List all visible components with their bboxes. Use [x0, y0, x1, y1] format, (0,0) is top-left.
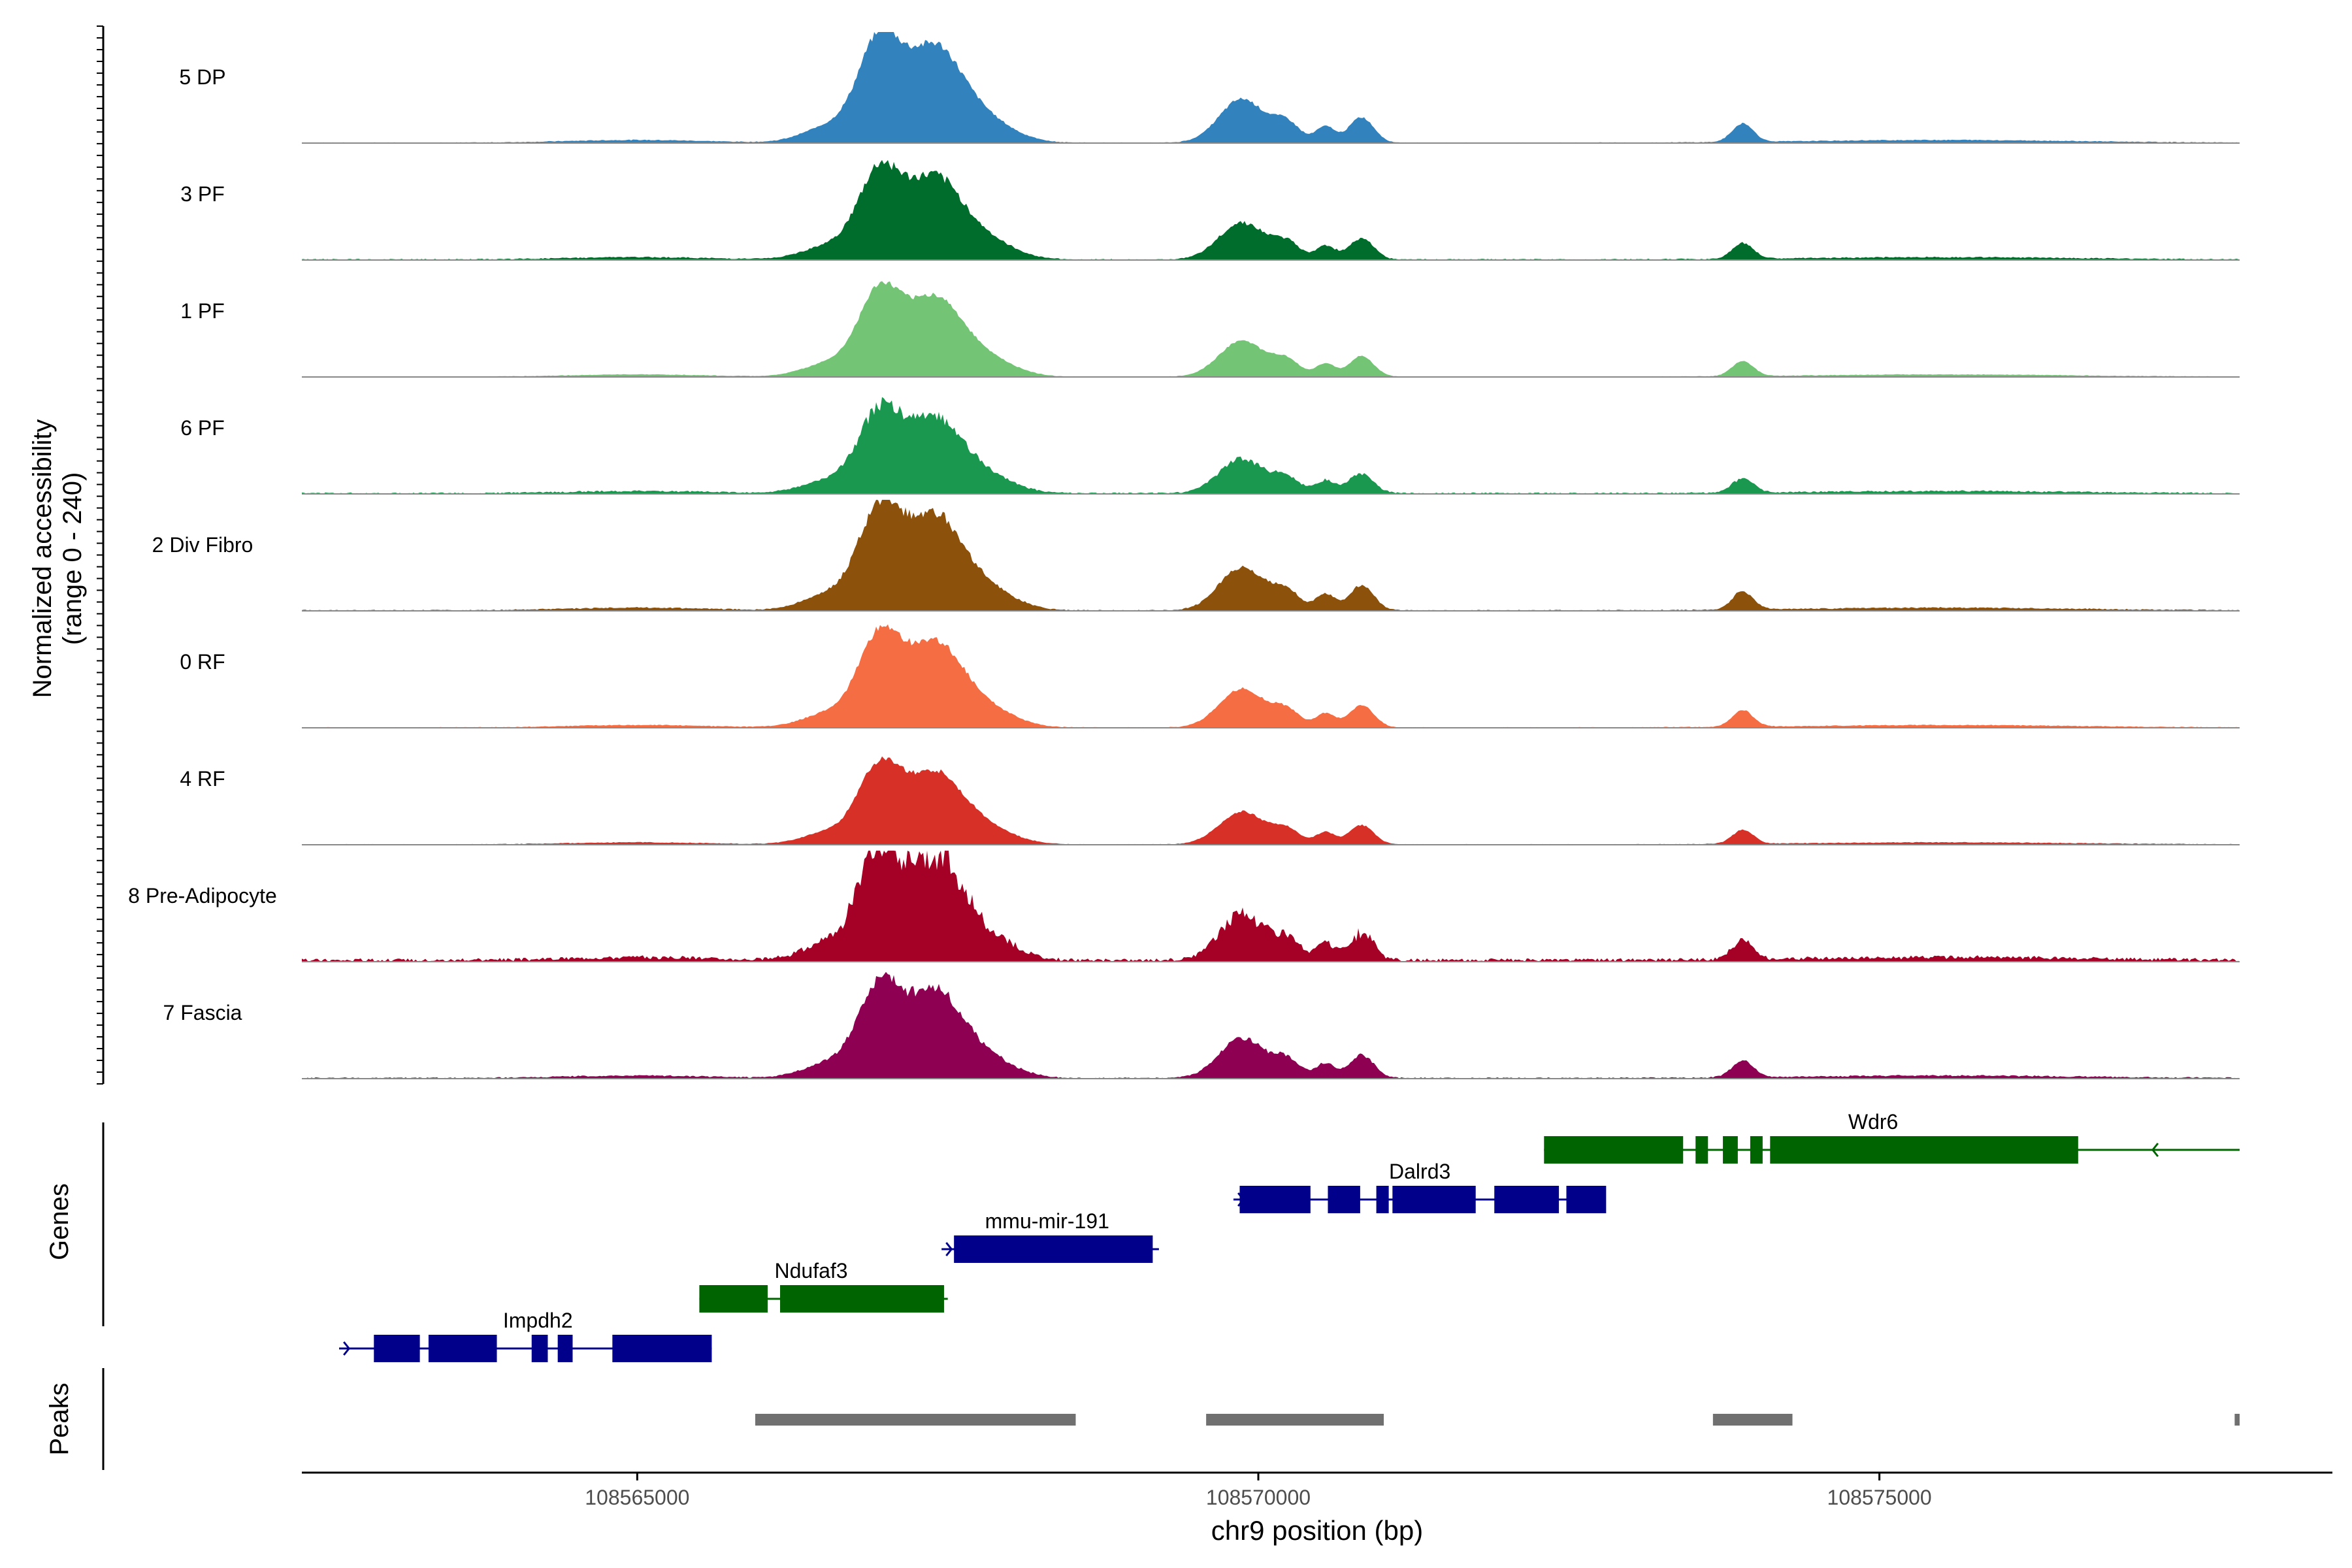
coverage-area-2-div-fibro — [302, 500, 2240, 611]
strand-arrow-icon — [703, 1292, 711, 1306]
gene-exon — [557, 1335, 573, 1362]
gene-exon — [612, 1335, 712, 1362]
genes-track: Impdh2 Ndufaf3 mmu-mir-191 Dalrd3 Wdr6 — [339, 1110, 2240, 1362]
gene-label: mmu-mir-191 — [985, 1209, 1109, 1233]
coverage-area-7-fascia — [302, 972, 2240, 1079]
x-axis-tick-label: 108565000 — [585, 1486, 689, 1509]
x-axis-label: chr9 position (bp) — [1211, 1515, 1424, 1546]
peak-interval — [2234, 1414, 2240, 1426]
gene-label: Impdh2 — [503, 1309, 573, 1332]
genes-track-label: Genes — [45, 1183, 74, 1260]
track-6-pf: 6 PF — [180, 397, 2240, 495]
gene-exon — [1328, 1186, 1360, 1213]
gene-exon — [1376, 1186, 1389, 1213]
gene-impdh2: Impdh2 — [339, 1309, 712, 1362]
track-label-4-rf: 4 RF — [180, 767, 225, 791]
gene-wdr6: Wdr6 — [1544, 1110, 2240, 1164]
gene-exon — [1494, 1186, 1560, 1213]
gene-exon — [531, 1335, 548, 1362]
track-3-pf: 3 PF — [180, 159, 2240, 261]
peaks-track-label: Peaks — [45, 1382, 74, 1455]
coverage-y-axis — [97, 25, 105, 1085]
gene-exon — [699, 1285, 768, 1313]
track-1-pf: 1 PF — [180, 281, 2240, 378]
gene-dalrd3: Dalrd3 — [1233, 1160, 1607, 1213]
coverage-area-0-rf — [302, 624, 2240, 728]
gene-label: Dalrd3 — [1389, 1160, 1450, 1183]
track-label-7-fascia: 7 Fascia — [163, 1001, 242, 1024]
gene-exon — [1770, 1136, 2078, 1164]
gene-exon — [1544, 1136, 1684, 1164]
track-label-8-pre-adipocyte: 8 Pre-Adipocyte — [128, 884, 277, 907]
track-label-0-rf: 0 RF — [180, 650, 225, 674]
coverage-tracks: 5 DP 3 PF 1 PF 6 PF 2 Div Fibro 0 RF 4 RF 8 Pre… — [128, 32, 2240, 1079]
gene-exon — [1239, 1186, 1311, 1213]
gene-exon — [428, 1335, 497, 1362]
gene-exon — [1566, 1186, 1607, 1213]
strand-arrow-icon — [945, 1242, 953, 1256]
track-5-dp: 5 DP — [179, 32, 2240, 144]
gene-label: Wdr6 — [1848, 1110, 1898, 1134]
x-axis-tick-label: 108570000 — [1206, 1486, 1311, 1509]
x-axis-tick-label: 108575000 — [1827, 1486, 1932, 1509]
gene-exon — [1750, 1136, 1763, 1164]
gene-exon — [779, 1285, 944, 1313]
track-label-1-pf: 1 PF — [180, 299, 225, 323]
gene-ndufaf3: Ndufaf3 — [699, 1259, 948, 1313]
x-axis-ticks: 108565000 108570000 108575000 — [585, 1473, 1932, 1509]
gene-exon — [374, 1335, 420, 1362]
track-label-6-pf: 6 PF — [180, 416, 225, 440]
coverage-area-6-pf — [302, 397, 2240, 494]
coverage-area-4-rf — [302, 756, 2240, 845]
gene-exon — [954, 1235, 1153, 1263]
track-label-2-div-fibro: 2 Div Fibro — [152, 533, 253, 557]
gene-exon — [1695, 1136, 1708, 1164]
gene-label: Ndufaf3 — [774, 1259, 847, 1282]
track-2-div-fibro: 2 Div Fibro — [152, 500, 2240, 612]
track-0-rf: 0 RF — [180, 624, 2240, 728]
track-4-rf: 4 RF — [180, 756, 2240, 845]
track-label-5-dp: 5 DP — [179, 65, 225, 89]
peak-interval — [1206, 1414, 1384, 1426]
strand-arrow-icon — [1237, 1192, 1245, 1207]
coverage-area-3-pf — [302, 159, 2240, 260]
gene-exon — [1723, 1136, 1738, 1164]
strand-arrow-icon — [2151, 1143, 2159, 1157]
coverage-area-5-dp — [302, 32, 2240, 143]
peaks-track — [755, 1414, 2240, 1426]
peak-interval — [755, 1414, 1076, 1426]
gene-exon — [1392, 1186, 1476, 1213]
gene-mmu-mir-191: mmu-mir-191 — [941, 1209, 1159, 1263]
coverage-y-label: Normalized accessibility — [28, 419, 57, 698]
track-8-pre-adipocyte: 8 Pre-Adipocyte — [128, 851, 2240, 962]
strand-arrow-icon — [343, 1341, 351, 1356]
peak-interval — [1712, 1414, 1793, 1426]
coverage-area-8-pre-adipocyte — [302, 851, 2240, 962]
track-label-3-pf: 3 PF — [180, 182, 225, 206]
coverage-area-1-pf — [302, 281, 2240, 377]
track-7-fascia: 7 Fascia — [163, 972, 2240, 1079]
coverage-y-label-range: (range 0 - 240) — [58, 472, 87, 645]
